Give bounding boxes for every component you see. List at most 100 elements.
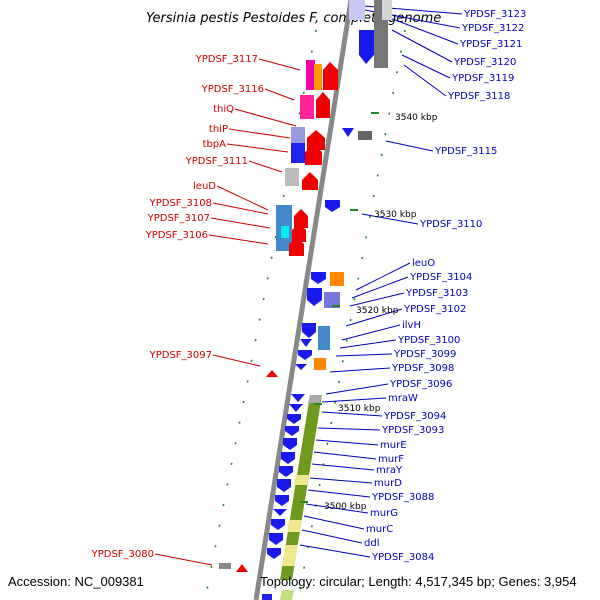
gene-feature xyxy=(382,0,392,20)
gene-label: thiQ xyxy=(213,104,234,115)
label-leader-line xyxy=(321,397,387,403)
gene-feature xyxy=(266,370,278,377)
label-leader-line xyxy=(321,411,383,417)
gene-feature xyxy=(285,426,299,436)
gene-feature xyxy=(295,364,307,370)
gene-label: YPDSF_3093 xyxy=(381,425,444,436)
gene-label: YPDSF_3121 xyxy=(459,39,522,50)
label-leader-line xyxy=(389,17,459,45)
gene-feature xyxy=(311,272,326,284)
left-gene-labels: YPDSF_3117 YPDSF_3116 thiQ thiP tbpA YPDSF_31… xyxy=(91,54,264,560)
label-leader-line xyxy=(212,202,269,215)
kbp-tick-label: 3530 kbp xyxy=(374,210,417,220)
gene-feature xyxy=(307,288,322,306)
gene-label: YPDSF_3094 xyxy=(383,411,446,422)
label-leader-line xyxy=(305,503,369,514)
gene-label: YPDSF_3118 xyxy=(447,91,510,102)
label-leader-line xyxy=(361,213,419,225)
label-leader-line xyxy=(385,140,434,152)
gene-feature xyxy=(308,395,322,403)
tick-track-left xyxy=(204,29,317,600)
label-leader-line xyxy=(226,143,289,153)
gene-label: YPDSF_3107 xyxy=(147,213,210,224)
gene-label: YPDSF_3096 xyxy=(389,379,452,390)
label-leader-line xyxy=(210,217,271,229)
label-leader-line xyxy=(212,354,261,367)
gene-feature xyxy=(287,414,301,424)
gene-label: YPDSF_3106 xyxy=(145,230,208,241)
gene-feature xyxy=(282,545,298,566)
gene-feature xyxy=(359,30,374,64)
gene-feature xyxy=(318,326,330,350)
gene-label: mraW xyxy=(388,393,418,404)
gene-feature xyxy=(305,145,322,165)
gene-label: ddl xyxy=(364,538,379,549)
label-leader-line xyxy=(299,544,371,558)
label-leader-line xyxy=(313,451,377,460)
gene-label: YPDSF_3115 xyxy=(434,146,497,157)
gene-label: murE xyxy=(380,440,407,451)
label-leader-line xyxy=(317,427,381,431)
gene-label: YPDSF_3080 xyxy=(91,549,154,560)
label-leader-line xyxy=(339,339,397,349)
label-leaders xyxy=(154,4,463,566)
kbp-tick-label: 3500 kbp xyxy=(324,502,367,512)
label-leader-line xyxy=(216,185,269,211)
label-leader-line xyxy=(325,383,389,395)
kbp-tick-mark xyxy=(371,112,379,114)
kbp-tick-label: 3510 kbp xyxy=(338,404,381,414)
gene-label: mraY xyxy=(376,465,403,476)
gene-label: YPDSF_3120 xyxy=(453,57,516,68)
gene-label: YPDSF_3123 xyxy=(463,9,526,20)
label-leader-line xyxy=(401,54,451,79)
map-title: Yersinia pestis Pestoides F, complete ge… xyxy=(146,11,441,26)
gene-feature xyxy=(219,563,231,569)
label-leader-line xyxy=(341,324,401,341)
gene-feature xyxy=(314,64,322,90)
label-leader-line xyxy=(248,160,283,173)
gene-feature xyxy=(300,95,314,119)
gene-feature xyxy=(277,479,291,492)
gene-feature xyxy=(292,224,306,242)
gene-feature xyxy=(330,272,344,286)
gene-label: murF xyxy=(378,454,404,465)
gene-feature xyxy=(307,130,325,150)
gene-feature xyxy=(314,358,326,370)
right-gene-labels: YPDSF_3123 YPDSF_3122 YPDSF_3121 YPDSF_3120… xyxy=(364,9,526,563)
gene-label: thiP xyxy=(209,124,228,135)
label-leader-line xyxy=(234,108,297,127)
gene-feature xyxy=(280,395,322,580)
gene-feature xyxy=(302,172,318,190)
gene-feature xyxy=(323,62,338,90)
label-leader-line xyxy=(228,128,291,139)
accession-text: Accession: NC_009381 xyxy=(8,574,144,589)
gene-label: YPDSF_3097 xyxy=(149,350,212,361)
label-leader-line xyxy=(307,489,371,498)
label-leader-line xyxy=(154,553,213,566)
gene-label: tbpA xyxy=(203,139,227,150)
label-leader-line xyxy=(403,64,447,97)
gene-label: YPDSF_3116 xyxy=(201,84,264,95)
kbp-tick-mark xyxy=(350,209,358,211)
gene-feature xyxy=(324,292,340,308)
label-leader-line xyxy=(311,463,375,471)
kbp-tick-mark xyxy=(300,501,308,503)
gene-label: YPDSF_3104 xyxy=(409,272,472,283)
genome-backbone xyxy=(253,0,354,600)
gene-feature xyxy=(302,323,316,338)
label-leader-line xyxy=(351,276,409,299)
topology-text: Topology: circular; Length: 4,517,345 bp… xyxy=(260,574,577,589)
gene-feature xyxy=(269,533,283,545)
gene-feature xyxy=(279,466,293,477)
kbp-tick-mark xyxy=(332,305,340,307)
gene-label: YPDSF_3108 xyxy=(149,198,212,209)
gene-feature xyxy=(325,200,340,212)
label-leader-line xyxy=(391,29,453,63)
label-leader-line xyxy=(309,477,373,484)
gene-label: YPDSF_3119 xyxy=(451,73,514,84)
gene-feature xyxy=(294,475,309,485)
gene-label: murG xyxy=(370,508,398,519)
label-leader-line xyxy=(355,262,411,291)
